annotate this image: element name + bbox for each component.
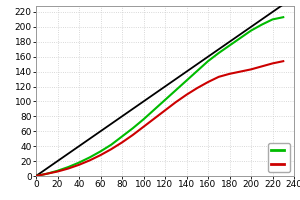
Legend: , : ,	[268, 143, 290, 172]
